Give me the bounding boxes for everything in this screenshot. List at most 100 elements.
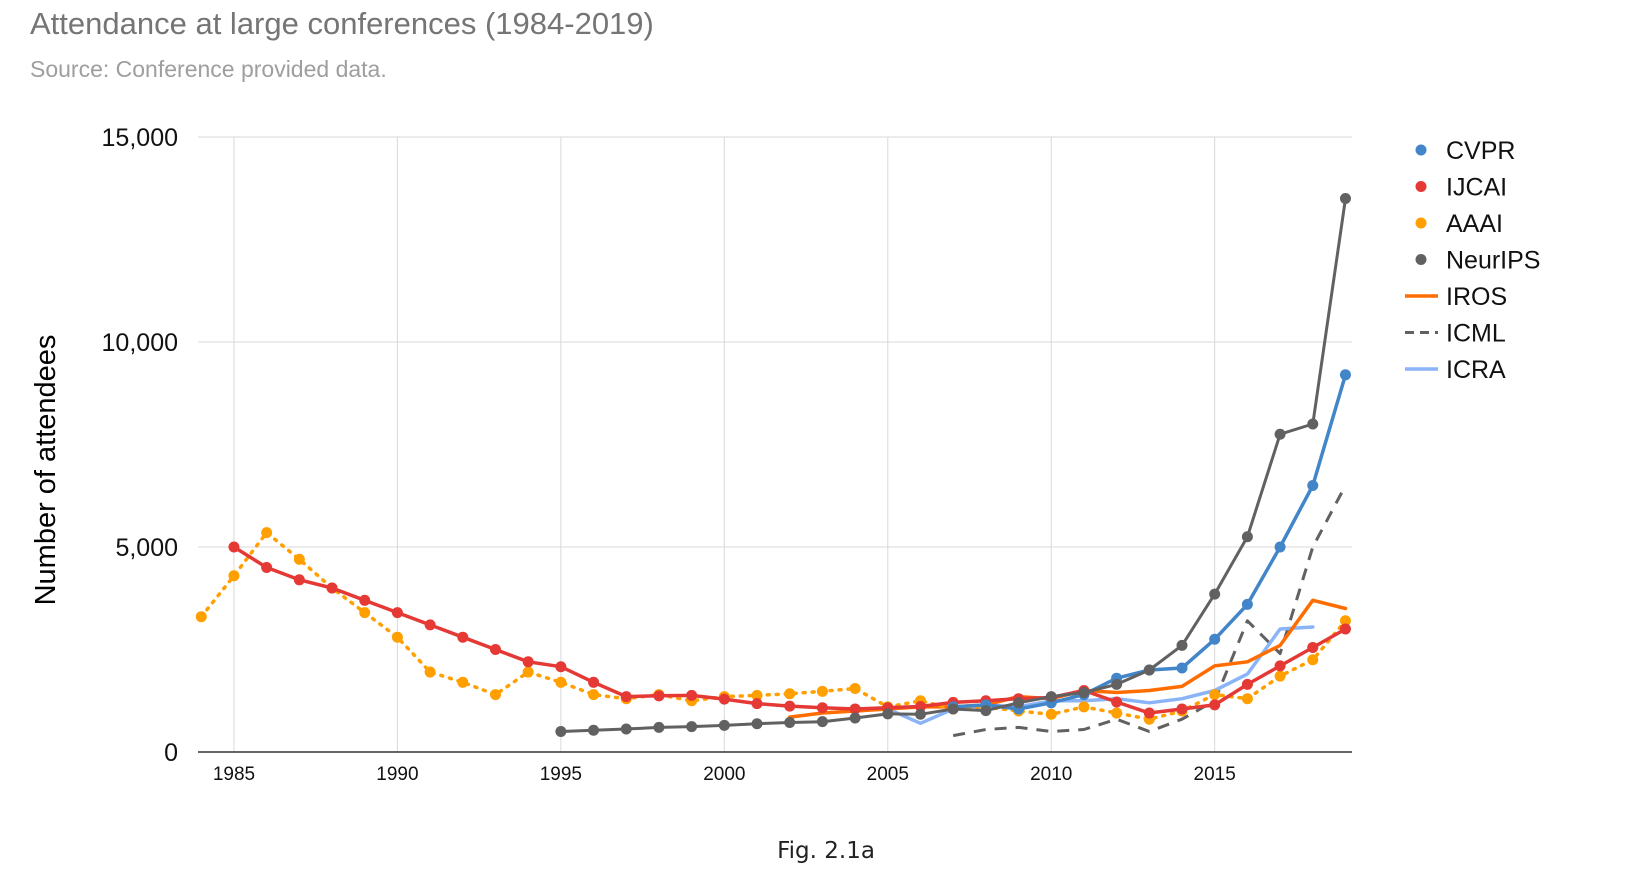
data-point-ijcai-1997 <box>620 691 632 703</box>
data-point-ijcai-2006 <box>914 700 926 712</box>
data-point-neurips-2019 <box>1339 193 1351 204</box>
series-icml <box>952 484 1347 738</box>
legend-item-neurips: NeurIPS <box>1415 247 1540 275</box>
data-point-neurips-2011 <box>1078 687 1090 699</box>
data-point-neurips-2003 <box>816 716 828 728</box>
data-point-neurips-2001 <box>751 718 763 730</box>
data-point-cvpr-2015 <box>1209 633 1221 645</box>
series-cvpr <box>947 369 1351 715</box>
data-point-neurips-2016 <box>1241 531 1253 543</box>
data-point-aaai-1991 <box>424 666 436 678</box>
data-point-ijcai-1999 <box>686 689 698 701</box>
data-point-ijcai-1990 <box>391 607 403 619</box>
data-point-aaai-2003 <box>816 685 828 697</box>
data-point-cvpr-2017 <box>1274 541 1286 553</box>
data-point-cvpr-2019 <box>1339 369 1351 381</box>
data-point-aaai-1994 <box>522 666 534 678</box>
legend-label: ICML <box>1446 320 1506 348</box>
data-point-ijcai-1998 <box>653 690 665 702</box>
data-point-neurips-2018 <box>1307 418 1319 430</box>
data-point-aaai-1990 <box>391 631 403 643</box>
data-point-aaai-1989 <box>359 607 371 619</box>
data-point-cvpr-2016 <box>1241 598 1253 610</box>
data-point-aaai-1984 <box>195 611 207 623</box>
data-point-neurips-2008 <box>980 705 992 717</box>
data-point-neurips-2010 <box>1045 691 1057 703</box>
x-tick-label: 2015 <box>1194 764 1236 785</box>
data-point-neurips-2017 <box>1274 428 1286 440</box>
data-point-neurips-2009 <box>1013 697 1025 709</box>
data-point-aaai-1992 <box>457 676 469 688</box>
data-point-ijcai-2002 <box>784 700 796 712</box>
series-line-icml <box>952 484 1347 738</box>
data-point-aaai-2011 <box>1078 701 1090 713</box>
data-point-aaai-2015 <box>1209 689 1221 701</box>
data-point-ijcai-2015 <box>1209 699 1221 711</box>
series-ijcai <box>228 541 1351 719</box>
legend-label: NeurIPS <box>1446 247 1540 275</box>
legend-marker <box>1415 254 1427 265</box>
data-point-ijcai-1988 <box>326 582 338 594</box>
data-point-aaai-1986 <box>261 527 273 539</box>
legend-item-aaai: AAAI <box>1415 210 1503 238</box>
data-point-neurips-2007 <box>947 703 959 715</box>
data-point-ijcai-1989 <box>359 594 371 606</box>
data-point-ijcai-1985 <box>228 541 240 553</box>
legend-label: CVPR <box>1446 137 1515 165</box>
y-tick-label: 0 <box>164 739 178 767</box>
legend-item-iros: IROS <box>1405 283 1507 311</box>
series-line-aaai <box>199 530 1348 721</box>
data-point-neurips-2015 <box>1209 588 1221 600</box>
data-point-ijcai-1986 <box>261 562 273 573</box>
series-line-cvpr <box>951 373 1348 711</box>
data-point-aaai-2018 <box>1307 654 1319 666</box>
legend-item-cvpr: CVPR <box>1415 137 1515 165</box>
data-point-neurips-2002 <box>784 716 796 728</box>
legend-label: IJCAI <box>1446 174 1507 202</box>
data-point-neurips-2012 <box>1111 678 1123 690</box>
legend-label: IROS <box>1446 283 1507 311</box>
x-tick-label: 1985 <box>213 764 255 785</box>
data-point-aaai-2002 <box>784 688 796 700</box>
data-point-ijcai-1991 <box>424 619 436 631</box>
data-point-aaai-1996 <box>588 689 600 701</box>
y-tick-label: 15,000 <box>102 124 178 152</box>
data-point-neurips-2013 <box>1143 664 1155 676</box>
data-point-neurips-2000 <box>718 719 730 731</box>
data-point-ijcai-2004 <box>849 703 861 715</box>
data-point-neurips-2005 <box>882 708 894 720</box>
legend-label: AAAI <box>1446 210 1503 238</box>
x-tick-label: 2000 <box>703 764 745 785</box>
data-point-aaai-1995 <box>555 676 567 688</box>
data-point-ijcai-2000 <box>718 693 730 705</box>
data-point-ijcai-1992 <box>457 631 469 643</box>
data-point-ijcai-2012 <box>1111 696 1123 708</box>
y-axis-label: Number of attendees <box>30 335 62 606</box>
legend-item-ijcai: IJCAI <box>1415 174 1507 202</box>
data-point-aaai-2017 <box>1274 670 1286 682</box>
series-aaai <box>195 527 1351 725</box>
chart-title: Attendance at large conferences (1984-20… <box>30 6 654 41</box>
x-tick-label: 1990 <box>376 764 418 785</box>
data-point-ijcai-2003 <box>816 702 828 714</box>
x-tick-label: 2010 <box>1030 764 1072 785</box>
legend-item-icml: ICML <box>1405 320 1506 348</box>
legend: CVPR IJCAI AAAI NeurIPS IROS ICML ICRA <box>1405 137 1540 384</box>
data-point-aaai-1993 <box>489 689 501 701</box>
series-layer <box>195 193 1351 738</box>
data-point-neurips-1995 <box>555 726 567 737</box>
data-point-ijcai-1994 <box>522 656 534 668</box>
data-point-ijcai-2016 <box>1241 678 1253 690</box>
legend-item-icra: ICRA <box>1405 356 1506 384</box>
legend-marker <box>1415 181 1427 192</box>
data-point-neurips-2004 <box>849 712 861 724</box>
legend-marker <box>1415 144 1427 156</box>
figure-caption: Fig. 2.1a <box>777 838 875 864</box>
legend-marker <box>1415 217 1427 229</box>
data-point-ijcai-1993 <box>489 644 501 655</box>
data-point-aaai-2001 <box>751 689 763 701</box>
data-point-aaai-2010 <box>1045 708 1057 720</box>
data-point-cvpr-2014 <box>1176 662 1188 674</box>
gridlines <box>198 136 1352 752</box>
data-point-ijcai-1996 <box>588 676 600 688</box>
